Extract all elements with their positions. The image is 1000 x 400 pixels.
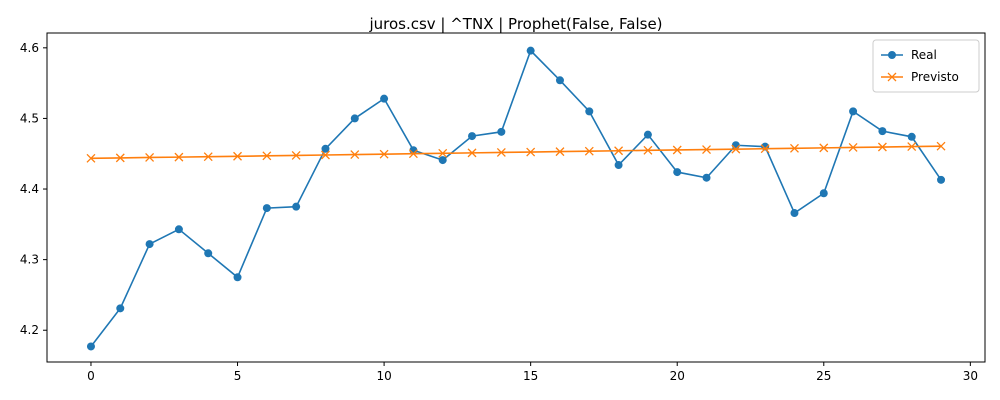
data-point [204, 249, 213, 258]
data-point [936, 141, 946, 151]
data-point [731, 144, 741, 154]
data-point [174, 225, 183, 234]
data-point [643, 130, 652, 139]
data-point [731, 141, 740, 150]
data-point [438, 148, 448, 158]
series-real [86, 46, 946, 351]
data-point [291, 150, 301, 160]
data-point [408, 149, 418, 159]
data-point [672, 145, 682, 155]
y-tick-label: 4.5 [20, 111, 39, 125]
data-point [887, 72, 897, 82]
y-tick-label: 4.2 [20, 323, 39, 337]
y-tick-label: 4.4 [20, 182, 39, 196]
data-point [86, 153, 96, 163]
data-point [321, 144, 330, 153]
data-point [145, 153, 155, 162]
data-point [907, 142, 917, 152]
x-tick-label: 25 [816, 369, 831, 383]
data-point [115, 153, 125, 163]
data-point [438, 156, 447, 165]
data-point [262, 204, 271, 213]
data-point [702, 145, 711, 155]
data-point [379, 149, 389, 159]
data-point [819, 189, 828, 198]
data-point [878, 127, 887, 136]
legend-label: Previsto [911, 70, 959, 84]
series-line [90, 49, 942, 347]
data-point [174, 152, 184, 162]
plot-frame [46, 32, 986, 363]
data-point [468, 132, 477, 141]
data-point [937, 175, 946, 184]
data-point [350, 150, 360, 160]
legend-label: Real [911, 48, 937, 62]
data-point [116, 304, 125, 313]
data-point [614, 146, 624, 156]
data-point [203, 152, 213, 162]
data-point [790, 143, 799, 153]
legend: Real Previsto [872, 39, 980, 93]
data-point [907, 132, 916, 141]
data-point [848, 142, 858, 152]
data-point [262, 151, 272, 161]
y-tick-label: 4.3 [20, 253, 39, 267]
data-point [233, 151, 242, 161]
data-point [584, 146, 594, 156]
data-point [614, 161, 623, 170]
legend-box [872, 39, 980, 93]
series-layer [86, 46, 946, 351]
x-tick-label: 15 [523, 369, 538, 383]
data-point [233, 273, 242, 282]
data-point [467, 148, 477, 158]
data-point [350, 114, 359, 123]
x-tick-label: 30 [963, 369, 978, 383]
data-point [673, 168, 682, 177]
data-point [702, 173, 711, 182]
legend-item-previsto: Previsto [881, 70, 959, 84]
data-point [380, 94, 389, 103]
series-line [90, 145, 942, 160]
data-point [555, 147, 565, 157]
data-point [555, 76, 564, 85]
data-point [292, 202, 301, 211]
data-point [526, 147, 536, 157]
x-tick-label: 20 [670, 369, 685, 383]
legend-item-real: Real [881, 48, 937, 62]
data-point [585, 107, 594, 116]
data-point [145, 240, 154, 249]
chart-title: juros.csv | ^TNX | Prophet(False, False) [368, 15, 662, 33]
data-point [321, 150, 330, 160]
axis-ticks: 0 5 10 15 20 25 30 4.2 4.3 4.4 4.5 4.6 [20, 41, 978, 383]
data-point [643, 145, 653, 155]
data-point [888, 51, 896, 59]
data-point [526, 46, 535, 55]
x-tick-label: 5 [234, 369, 242, 383]
data-point [790, 209, 799, 218]
x-tick-label: 0 [87, 369, 95, 383]
data-point [497, 127, 506, 136]
data-point [819, 143, 829, 153]
y-tick-label: 4.6 [20, 41, 39, 55]
data-point [86, 342, 95, 351]
data-point [496, 147, 506, 157]
data-point [760, 144, 770, 154]
data-point [849, 107, 858, 116]
data-point [877, 142, 887, 152]
series-previsto [86, 141, 946, 163]
x-tick-label: 10 [376, 369, 391, 383]
